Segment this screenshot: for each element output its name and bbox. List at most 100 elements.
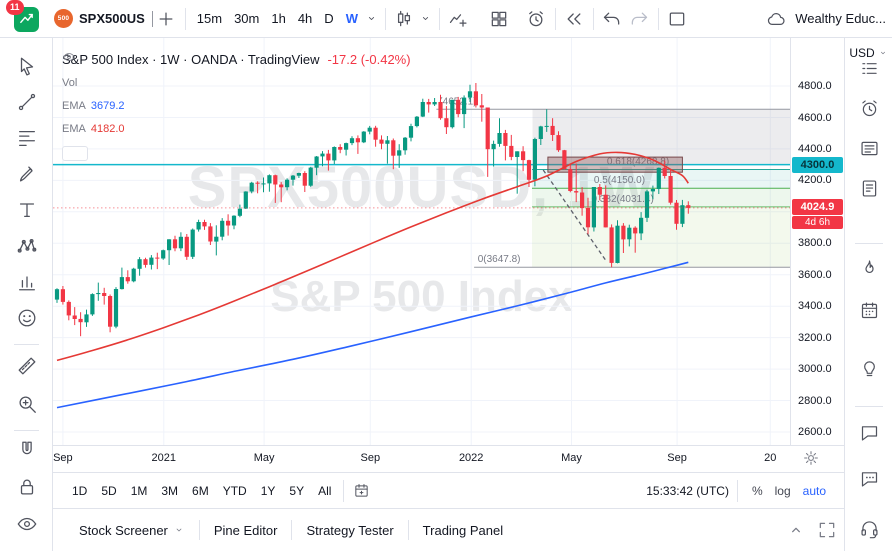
range-1D-button[interactable]: 1D xyxy=(72,483,88,498)
tradingview-logo[interactable]: 11 xyxy=(6,0,46,34)
legend-collapse-button[interactable] xyxy=(62,53,88,161)
calendar-button[interactable] xyxy=(857,298,881,322)
go-to-date-button[interactable] xyxy=(349,479,373,503)
range-YTD-button[interactable]: YTD xyxy=(222,483,247,498)
fib-retracement-tool[interactable] xyxy=(15,126,39,150)
chart-canvas[interactable]: SPX500USD, 1W S&P 500 Index (4652.1)0.61… xyxy=(53,38,790,445)
time-tick: Sep xyxy=(53,452,73,464)
tab-strategy-tester[interactable]: Strategy Tester xyxy=(306,522,394,538)
create-alert-button[interactable] xyxy=(523,5,550,32)
text-tool[interactable] xyxy=(15,198,39,222)
auto-scale-button[interactable]: auto xyxy=(802,483,826,498)
interval-W-button[interactable]: W xyxy=(345,10,358,26)
price-axis[interactable]: 4800.0 4600.0 4400.0 4200.0 3800.0 3600.0 3400… xyxy=(790,38,844,445)
undo-button[interactable] xyxy=(599,5,626,32)
interval-15m-button[interactable]: 15m xyxy=(196,10,223,26)
chart-type-dropdown-button[interactable] xyxy=(418,5,434,32)
notes-button[interactable] xyxy=(857,176,881,200)
time-axis[interactable]: Sep 2021 May Sep 2022 May Sep 20 xyxy=(53,445,844,472)
redo-button[interactable] xyxy=(626,5,653,32)
time-tick: Sep xyxy=(667,452,687,464)
magnet-tool[interactable] xyxy=(15,438,39,462)
ema1-study-row[interactable]: EMA 3679.2 xyxy=(62,98,411,114)
bar-replay-button[interactable] xyxy=(561,5,588,32)
percent-scale-button[interactable]: % xyxy=(751,483,763,498)
chat-button[interactable] xyxy=(857,420,881,444)
hide-all-tool[interactable] xyxy=(15,512,39,536)
cloud-account-menu[interactable]: Wealthy Educ... xyxy=(762,5,886,32)
range-5Y-button[interactable]: 5Y xyxy=(289,483,305,498)
xabcd-pattern-tool[interactable] xyxy=(15,234,39,258)
price-tick: 2600.0 xyxy=(798,426,832,438)
log-scale-button[interactable]: log xyxy=(774,483,791,498)
interval-D-button[interactable]: D xyxy=(324,10,334,26)
toolbar-divider xyxy=(14,430,39,431)
interval-30m-button[interactable]: 30m xyxy=(234,10,260,26)
interval-group: 15m 30m 1h 4h D W xyxy=(191,6,364,32)
interval-dropdown-button[interactable] xyxy=(364,5,380,32)
news-button[interactable] xyxy=(857,136,881,160)
symbol-search[interactable]: 500 SPX500US xyxy=(54,9,153,28)
alerts-button[interactable] xyxy=(857,96,881,120)
panel-maximize-button[interactable] xyxy=(813,517,840,544)
account-label: Wealthy Educ... xyxy=(795,11,886,26)
tab-trading-panel[interactable]: Trading Panel xyxy=(422,522,504,538)
ema2-study-row[interactable]: EMA 4182.0 xyxy=(62,121,411,137)
tab-pine-editor[interactable]: Pine Editor xyxy=(213,522,278,538)
chart-panel: SPX500USD, 1W S&P 500 Index (4652.1)0.61… xyxy=(53,38,844,551)
panel-collapse-button[interactable] xyxy=(782,517,809,544)
range-3M-button[interactable]: 3M xyxy=(161,483,179,498)
candlestick-chart[interactable]: (4652.1)0.618(4268.8)0.5(4150.0)0.382(40… xyxy=(53,38,790,445)
indicators-button[interactable] xyxy=(445,5,472,32)
time-tick: 2021 xyxy=(151,452,177,464)
bar-countdown-label: 4d 6h xyxy=(792,215,843,229)
help-button[interactable] xyxy=(857,516,881,540)
sidebar-divider xyxy=(855,406,883,407)
add-symbol-button[interactable] xyxy=(153,5,180,32)
trend-line-tool[interactable] xyxy=(15,90,39,114)
volume-study-row[interactable]: Vol xyxy=(62,53,411,91)
hotlists-button[interactable] xyxy=(857,256,881,280)
legend-title-row[interactable]: S&P 500 Index · 1W · OANDA · TradingView… xyxy=(62,50,411,68)
ideas-button[interactable] xyxy=(857,356,881,380)
time-tick: May xyxy=(561,452,582,464)
cursor-tool[interactable] xyxy=(15,54,39,78)
price-tick: 4400.0 xyxy=(798,142,832,155)
range-6M-button[interactable]: 6M xyxy=(192,483,209,498)
range-1M-button[interactable]: 1M xyxy=(130,483,148,498)
public-chat-button[interactable] xyxy=(857,466,881,490)
range-1Y-button[interactable]: 1Y xyxy=(260,483,276,498)
tab-divider xyxy=(198,520,200,540)
currency-label: USD xyxy=(849,46,875,60)
emoji-tool[interactable] xyxy=(15,306,39,330)
horizontal-line-price-label[interactable]: 4300.0 xyxy=(792,156,843,173)
chart-settings-gear[interactable] xyxy=(802,449,822,469)
divider xyxy=(438,7,440,30)
watchlist-button[interactable] xyxy=(857,56,881,80)
currency-selector[interactable]: USD xyxy=(845,46,892,60)
divider xyxy=(184,7,186,30)
range-5D-button[interactable]: 5D xyxy=(101,483,117,498)
sp500-symbol-icon: 500 xyxy=(54,9,73,28)
sidebar-divider xyxy=(855,243,883,244)
tab-stock-screener[interactable]: Stock Screener xyxy=(65,509,199,551)
brush-tool[interactable] xyxy=(15,162,39,186)
layout-templates-button[interactable] xyxy=(486,5,513,32)
svg-text:0(3647.8): 0(3647.8) xyxy=(478,254,521,265)
chevron-down-icon xyxy=(880,51,885,55)
chart-type-button[interactable] xyxy=(391,5,418,32)
forecast-tool[interactable] xyxy=(15,270,39,294)
clock-label[interactable]: 15:33:42 (UTC) xyxy=(646,483,729,498)
svg-text:0.618(4268.8): 0.618(4268.8) xyxy=(607,157,669,168)
range-All-button[interactable]: All xyxy=(318,483,332,498)
ema2-label: EMA xyxy=(62,123,86,135)
notification-badge: 11 xyxy=(6,0,24,15)
lock-all-tool[interactable] xyxy=(15,475,39,499)
time-tick: Sep xyxy=(360,452,381,464)
interval-4h-button[interactable]: 4h xyxy=(297,10,313,26)
zoom-tool[interactable] xyxy=(15,392,39,416)
single-layout-button[interactable] xyxy=(664,5,691,32)
interval-1h-button[interactable]: 1h xyxy=(271,10,286,26)
ruler-tool[interactable] xyxy=(15,354,39,378)
tabs-right-group xyxy=(782,517,840,544)
